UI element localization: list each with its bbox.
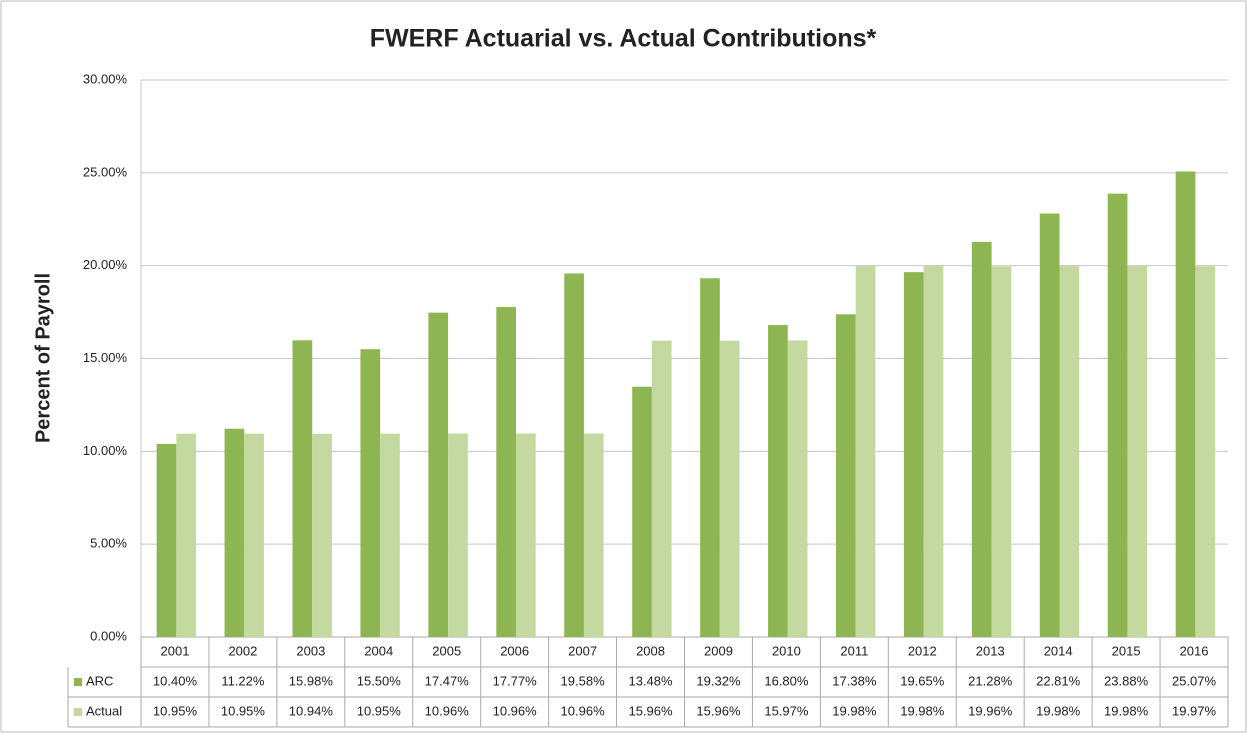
y-tick-label: 20.00% — [83, 257, 128, 272]
data-table-value: 19.58% — [561, 673, 606, 688]
bar — [496, 307, 517, 637]
data-table-value: 19.96% — [968, 703, 1013, 718]
bar — [292, 340, 313, 637]
y-tick-label: 0.00% — [90, 628, 127, 643]
data-table-value: 13.48% — [628, 673, 673, 688]
bar — [428, 312, 449, 637]
data-table-value: 10.94% — [289, 703, 334, 718]
bar — [360, 349, 381, 637]
data-table-value: 10.95% — [357, 703, 402, 718]
y-tick-label: 15.00% — [83, 350, 128, 365]
data-table-value: 17.38% — [832, 673, 877, 688]
x-tick-label: 2011 — [840, 643, 868, 658]
bar — [836, 314, 856, 637]
bar — [1195, 266, 1216, 637]
data-table-value: 17.77% — [493, 673, 538, 688]
data-table-value: 10.96% — [425, 703, 470, 718]
legend-swatch — [74, 708, 82, 716]
bar — [564, 273, 584, 637]
x-tick-label: 2008 — [636, 643, 665, 658]
x-tick-label: 2004 — [364, 643, 393, 658]
x-tick-label: 2006 — [500, 643, 529, 658]
data-table-value: 19.98% — [900, 703, 945, 718]
data-table-value: 11.22% — [221, 673, 265, 688]
x-tick-label: 2003 — [296, 643, 325, 658]
data-table-value: 25.07% — [1172, 673, 1217, 688]
y-tick-label: 30.00% — [83, 71, 128, 86]
data-table-value: 15.96% — [628, 703, 673, 718]
data-table-value: 10.40% — [153, 673, 198, 688]
x-tick-label: 2009 — [704, 643, 733, 658]
bar — [1175, 171, 1196, 637]
bar — [516, 433, 536, 637]
bar — [583, 433, 604, 637]
data-table-value: 10.95% — [221, 703, 266, 718]
x-tick-label: 2010 — [772, 643, 801, 658]
data-table-value: 15.96% — [696, 703, 741, 718]
bar — [176, 433, 197, 637]
y-tick-label: 5.00% — [90, 536, 127, 551]
bar — [312, 433, 332, 637]
legend-swatch — [74, 678, 82, 686]
bar — [1127, 266, 1148, 637]
x-tick-label: 2014 — [1044, 643, 1073, 658]
data-table-value: 22.81% — [1036, 673, 1081, 688]
data-table-value: 10.95% — [153, 703, 198, 718]
bar — [1039, 213, 1060, 638]
y-tick-label: 10.00% — [83, 443, 128, 458]
bar — [971, 241, 992, 637]
x-tick-label: 2002 — [228, 643, 257, 658]
x-tick-label: 2001 — [161, 643, 190, 658]
bar — [700, 278, 720, 637]
bar — [787, 340, 808, 637]
data-table-value: 19.98% — [1104, 703, 1149, 718]
x-tick-label: 2012 — [908, 643, 937, 658]
chart-title: FWERF Actuarial vs. Actual Contributions… — [370, 25, 877, 53]
bar — [1059, 266, 1080, 637]
x-tick-label: 2015 — [1112, 643, 1141, 658]
y-axis-label: Percent of Payroll — [32, 273, 54, 443]
data-table-value: 10.96% — [493, 703, 538, 718]
data-table-value: 21.28% — [968, 673, 1013, 688]
data-table-value: 19.65% — [900, 673, 945, 688]
x-tick-label: 2013 — [976, 643, 1005, 658]
data-table-value: 15.98% — [289, 673, 334, 688]
bar — [768, 325, 788, 637]
data-table-value: 19.97% — [1172, 703, 1217, 718]
bar — [380, 433, 400, 637]
data-table-value: 17.47% — [425, 673, 470, 688]
x-tick-label: 2007 — [568, 643, 597, 658]
data-table-value: 23.88% — [1104, 673, 1149, 688]
bar — [651, 340, 672, 637]
legend-label: Actual — [86, 703, 122, 718]
legend-label: ARC — [86, 673, 113, 688]
bar — [448, 433, 468, 637]
bar — [156, 443, 177, 637]
x-tick-label: 2005 — [432, 643, 461, 658]
data-table-value: 10.96% — [561, 703, 606, 718]
bar — [855, 266, 876, 637]
bar — [1107, 193, 1128, 638]
x-tick-label: 2016 — [1180, 643, 1209, 658]
bar — [903, 272, 924, 637]
bar — [244, 433, 264, 637]
data-table-value: 16.80% — [764, 673, 809, 688]
bar — [632, 386, 652, 637]
bar — [991, 266, 1012, 637]
bar — [224, 428, 245, 637]
data-table-value: 15.50% — [357, 673, 402, 688]
bar — [923, 266, 944, 637]
data-table-value: 19.32% — [696, 673, 741, 688]
bar — [719, 340, 740, 637]
data-table-value: 19.98% — [1036, 703, 1081, 718]
data-table-value: 19.98% — [832, 703, 877, 718]
data-table-value: 15.97% — [764, 703, 809, 718]
y-tick-label: 25.00% — [83, 164, 128, 179]
